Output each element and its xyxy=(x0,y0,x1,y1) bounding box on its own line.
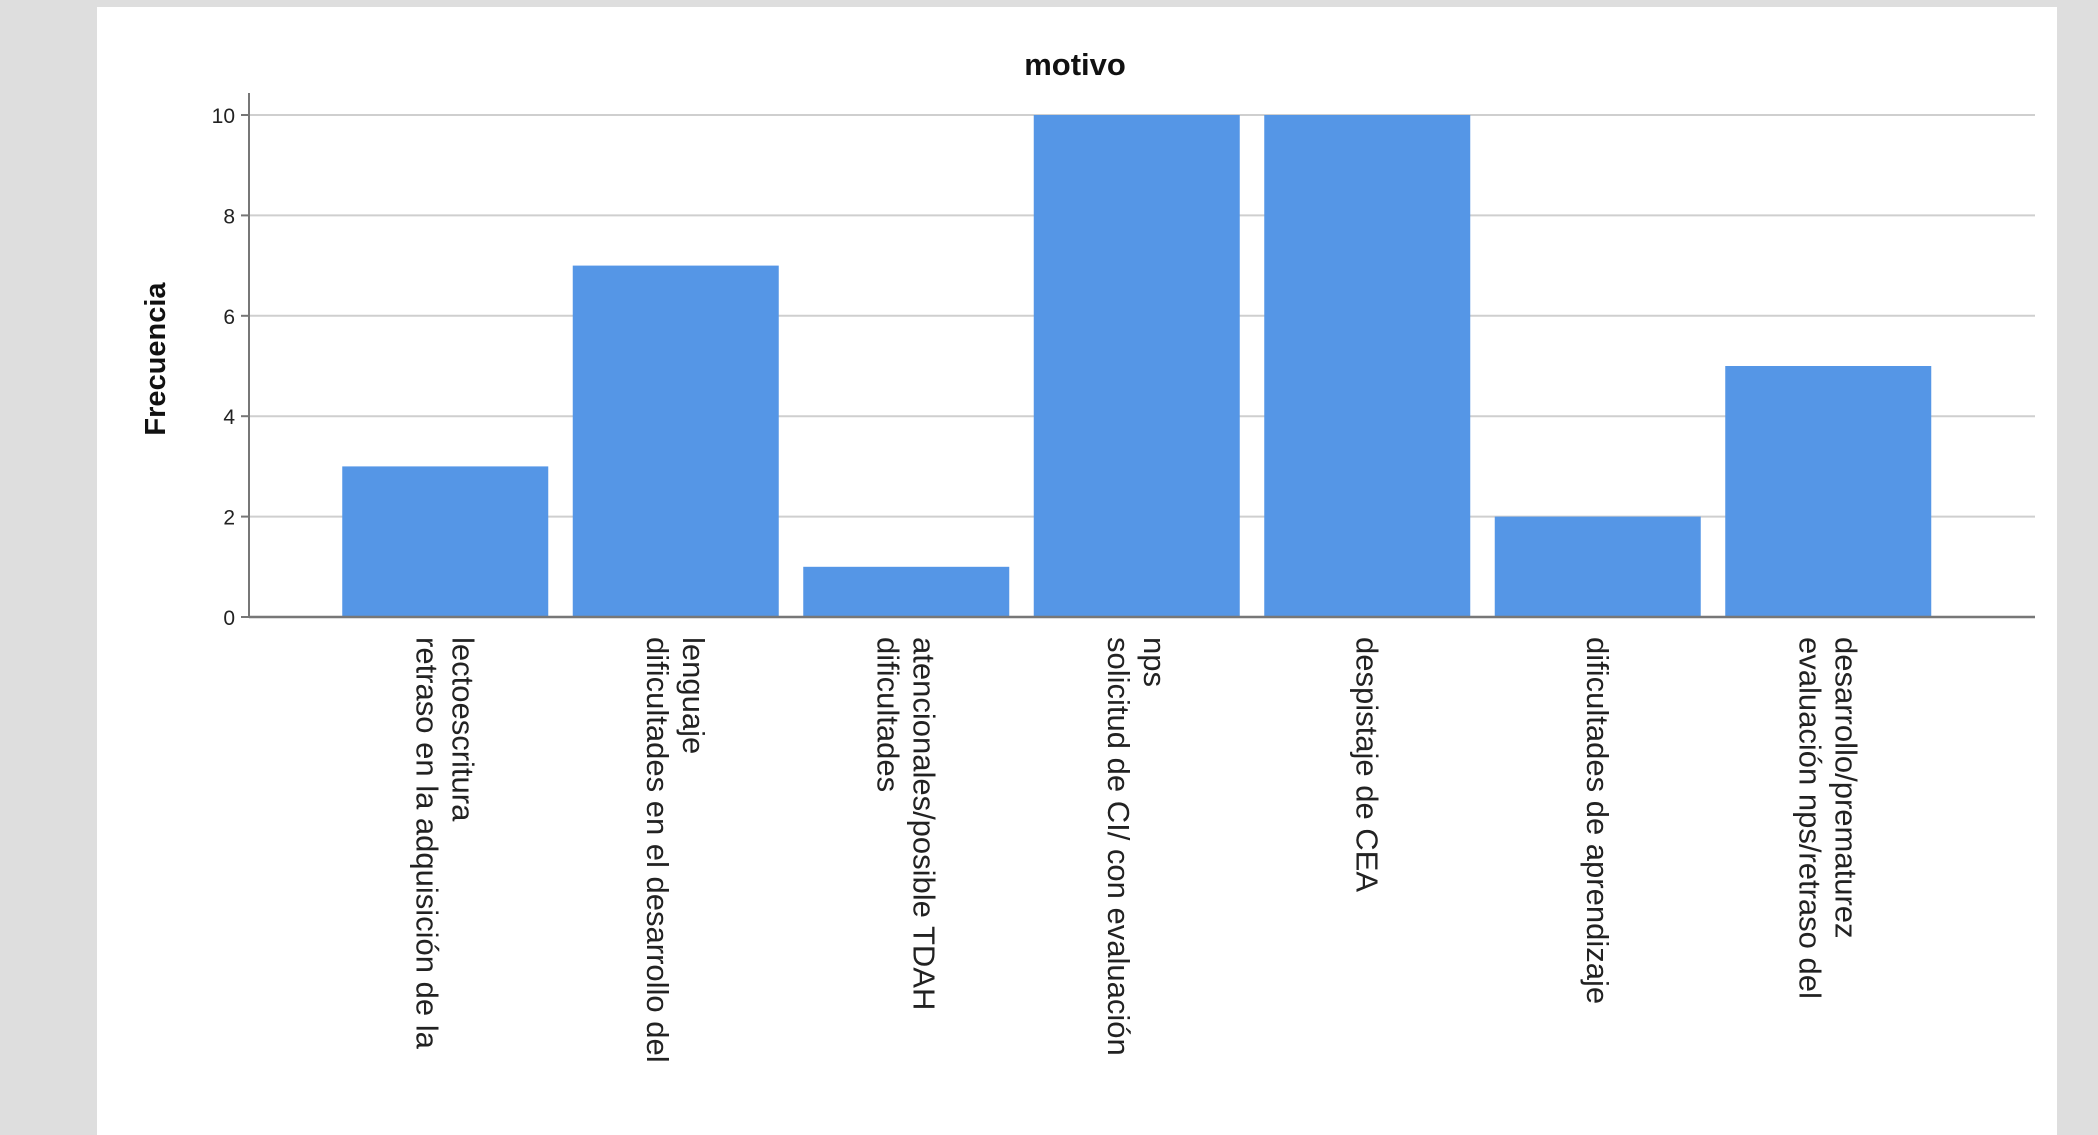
x-tick-label-line: despistaje de CEA xyxy=(1349,637,1384,892)
y-axis-label: Frecuencia xyxy=(140,282,172,436)
x-tick-label-line: evaluación nps/retraso del xyxy=(1792,637,1827,999)
bar xyxy=(342,466,549,617)
x-tick-label-line: lectoescritura xyxy=(445,637,480,822)
y-tick-label: 10 xyxy=(212,105,235,128)
x-tick-label: dificultades atencionales/posible TDAH xyxy=(870,637,941,1010)
bar xyxy=(803,566,1010,617)
x-tick-label-line: dificultades en el desarrollo del xyxy=(640,637,675,1063)
bars xyxy=(342,115,1932,617)
x-tick-label-line: nps xyxy=(1137,637,1172,687)
y-tick-label: 6 xyxy=(223,306,235,329)
x-tick-label-line: dificultades de aprendizaje xyxy=(1580,637,1615,1004)
x-tick-label: dificultades en el desarrollo del lenguaj… xyxy=(640,637,711,1063)
bar xyxy=(572,265,779,617)
x-tick-label-line: dificultades xyxy=(870,637,905,792)
x-tick-label: despistaje de CEA xyxy=(1349,637,1384,892)
x-tick-label-line: desarrollo/prematurez xyxy=(1828,637,1863,939)
chart-title: motivo xyxy=(1024,47,1126,82)
x-tick-label: evaluación nps/retraso del desarrollo/pre… xyxy=(1792,637,1863,999)
x-tick-label: retraso en la adquisición de la lectoescr… xyxy=(409,637,480,1050)
y-tick-label: 4 xyxy=(223,406,235,429)
x-tick-label-line: atencionales/posible TDAH xyxy=(906,637,941,1010)
bar xyxy=(1494,516,1701,617)
bar xyxy=(1264,115,1471,617)
axes xyxy=(248,93,2035,619)
y-tick-label: 8 xyxy=(223,205,235,228)
y-tick-label: 2 xyxy=(223,507,235,530)
x-tick-label-line: lenguaje xyxy=(676,637,711,754)
bar xyxy=(1033,115,1240,617)
y-axis-ticks: 0 2 4 6 8 10 xyxy=(212,105,249,630)
bar xyxy=(1725,366,1932,617)
x-tick-label-line: retraso en la adquisición de la xyxy=(409,637,444,1050)
x-tick-label: solicitud de CI/ con evaluación nps xyxy=(1101,637,1172,1056)
x-tick-label: dificultades de aprendizaje xyxy=(1580,637,1615,1004)
x-tick-label-line: solicitud de CI/ con evaluación xyxy=(1101,637,1136,1056)
x-axis-tick-labels: retraso en la adquisición de la lectoescr… xyxy=(409,637,1863,1063)
chart-panel: motivo Frecuencia 0 2 4 6 8 10 retraso en la … xyxy=(97,7,2057,1135)
y-tick-label: 0 xyxy=(223,607,235,630)
bar-chart: motivo Frecuencia 0 2 4 6 8 10 retraso en la … xyxy=(140,47,2035,1063)
